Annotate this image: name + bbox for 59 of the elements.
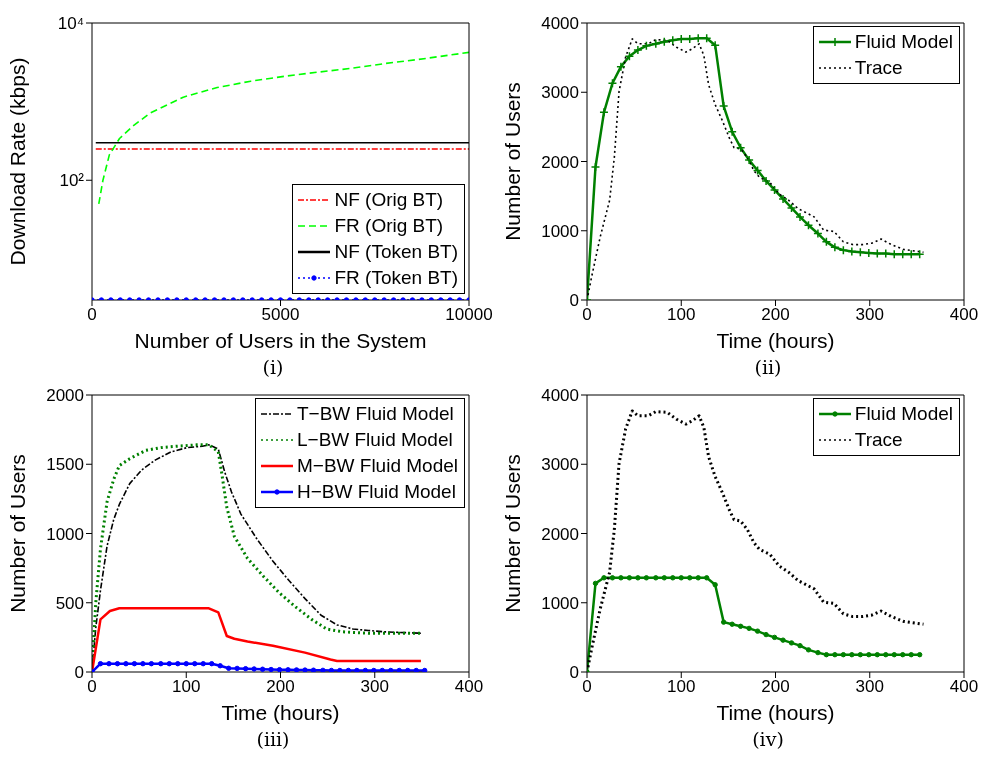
x-tick-label: 300 — [855, 677, 884, 697]
y-tick-label: 10⁴ — [57, 14, 84, 34]
legend-label: L−BW Fluid Model — [296, 428, 453, 452]
y-axis-title: Number of Users — [6, 454, 30, 613]
x-axis-title: Time (hours) — [221, 701, 340, 724]
x-tick-label: 400 — [454, 677, 484, 697]
y-tick-label: 0 — [569, 291, 579, 311]
x-tick-label: 0 — [582, 677, 592, 697]
y-tick-label: 10² — [59, 171, 85, 191]
legend-label: NF (Token BT) — [334, 240, 458, 264]
text: (ii) — [753, 355, 783, 380]
y-tick-label: 0 — [569, 663, 579, 683]
y-tick-label: 4000 — [541, 386, 579, 406]
x-tick-label: 400 — [949, 677, 979, 697]
text: (iii) — [255, 727, 291, 752]
y-tick-label: 1000 — [541, 593, 579, 613]
y-axis-title: Download Rate (kbps) — [6, 57, 30, 266]
legend-label: M−BW Fluid Model — [296, 454, 458, 478]
x-tick-label: 400 — [949, 305, 979, 325]
x-tick-label: 0 — [87, 677, 97, 697]
x-tick-label: 100 — [667, 305, 696, 325]
y-tick-label: 3000 — [541, 83, 579, 103]
y-tick-label: 1000 — [541, 221, 579, 241]
legend-label: Trace — [854, 56, 903, 80]
y-tick-label: 2000 — [541, 524, 579, 544]
y-tick-label: 500 — [55, 593, 84, 613]
legend-label: FR (Token BT) — [334, 266, 458, 290]
legend-label: H−BW Fluid Model — [296, 480, 456, 504]
x-axis-title: Number of Users in the System — [134, 329, 427, 352]
x-tick-label: 5000 — [261, 305, 300, 325]
y-axis-title: Number of Users — [501, 82, 525, 241]
legend-label: FR (Orig BT) — [334, 214, 444, 238]
text: (i) — [261, 355, 285, 380]
y-tick-label: 2000 — [46, 386, 84, 406]
x-tick-label: 300 — [855, 305, 884, 325]
x-axis-title: Time (hours) — [716, 329, 835, 352]
x-tick-label: 100 — [667, 677, 696, 697]
x-axis-title: Time (hours) — [716, 701, 835, 724]
x-tick-label: 0 — [87, 305, 97, 325]
x-tick-label: 100 — [172, 677, 201, 697]
y-tick-label: 2000 — [541, 152, 579, 172]
y-tick-label: 0 — [74, 663, 84, 683]
x-tick-label: 0 — [582, 305, 592, 325]
y-tick-label: 4000 — [541, 14, 579, 34]
x-tick-label: 10000 — [445, 305, 493, 325]
legend-label: T−BW Fluid Model — [296, 402, 454, 426]
y-tick-label: 1500 — [46, 455, 84, 475]
x-tick-label: 200 — [761, 305, 790, 325]
text: (iv) — [751, 727, 785, 752]
legend-label: Fluid Model — [854, 402, 953, 426]
legend-label: Fluid Model — [854, 30, 953, 54]
legend-label: Trace — [854, 428, 903, 452]
y-tick-label: 1000 — [46, 524, 84, 544]
x-tick-label: 200 — [266, 677, 295, 697]
y-axis-title: Number of Users — [501, 454, 525, 613]
x-tick-label: 300 — [360, 677, 389, 697]
legend-label: NF (Orig BT) — [334, 188, 444, 212]
y-tick-label: 3000 — [541, 455, 579, 475]
x-tick-label: 200 — [761, 677, 790, 697]
